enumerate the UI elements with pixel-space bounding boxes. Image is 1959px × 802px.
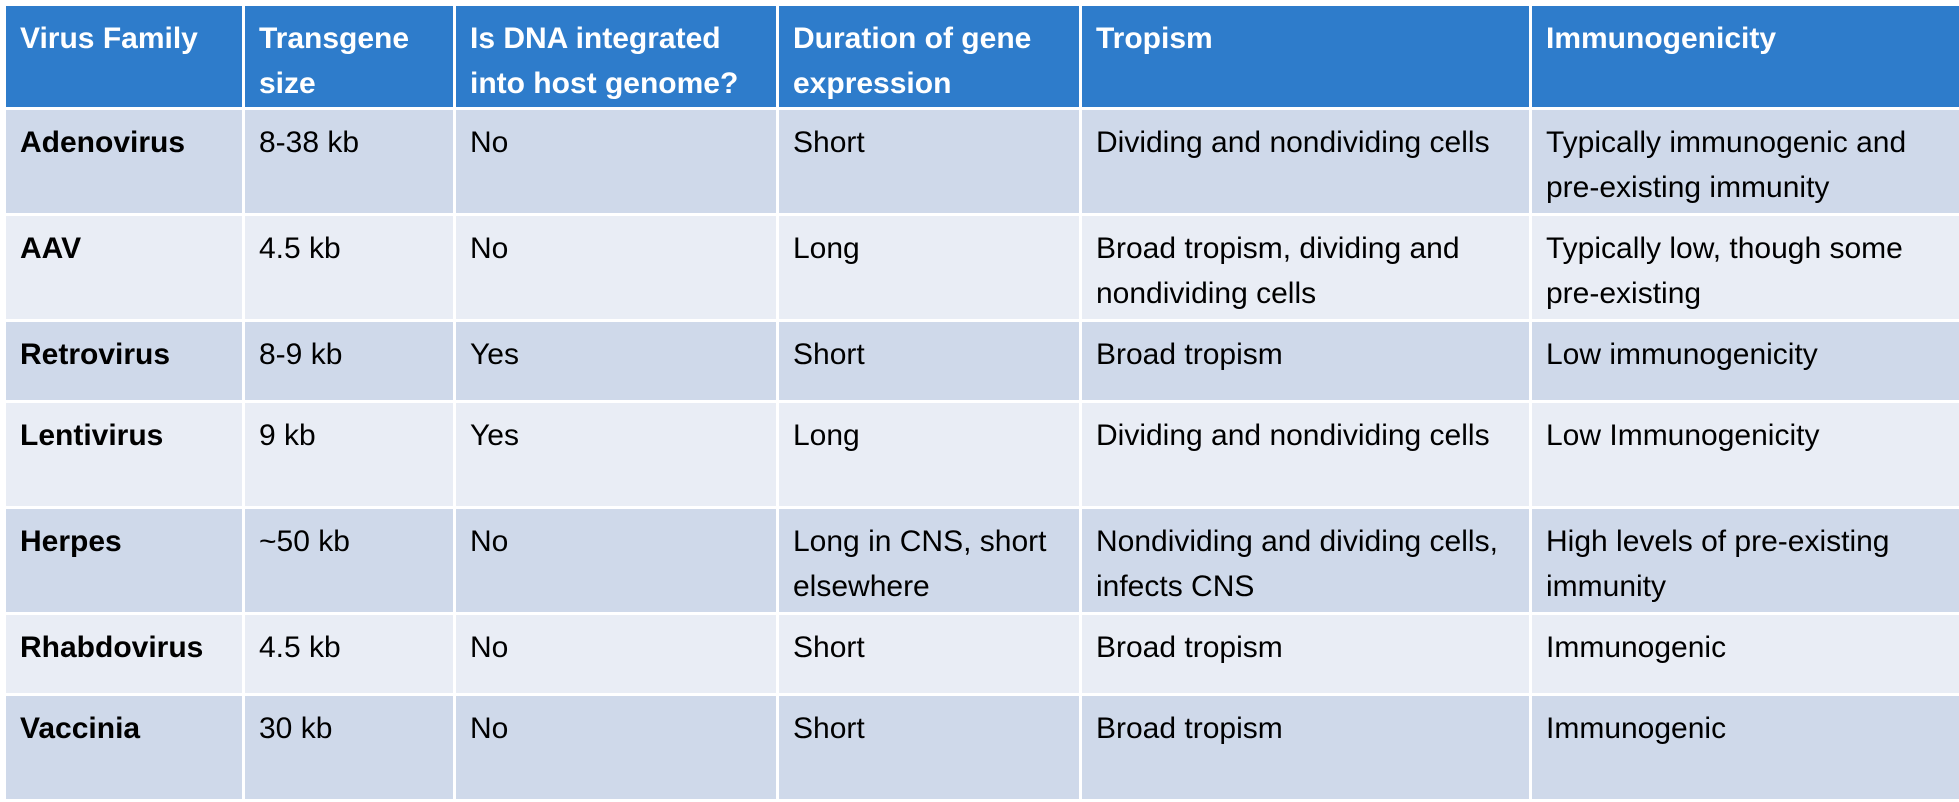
row-header-cell: AAV <box>6 216 242 319</box>
row-header-cell: Herpes <box>6 509 242 612</box>
table-cell: Dividing and nondividing cells <box>1082 403 1529 506</box>
row-header-cell: Retrovirus <box>6 322 242 400</box>
table-cell: Immunogenic <box>1532 615 1959 693</box>
table-cell: 30 kb <box>245 696 453 799</box>
row-header-cell: Adenovirus <box>6 110 242 213</box>
table-row: Adenovirus 8-38 kb No Short Dividing and non… <box>6 110 1959 213</box>
table-row: Herpes ~50 kb No Long in CNS, short elsewhe… <box>6 509 1959 612</box>
header-cell: Transgene size <box>245 6 453 107</box>
table-cell: Typically low, though some pre-existing <box>1532 216 1959 319</box>
table-body: Adenovirus 8-38 kb No Short Dividing and non… <box>6 110 1959 799</box>
table-cell: 4.5 kb <box>245 615 453 693</box>
header-cell: Immunogenicity <box>1532 6 1959 107</box>
table-row: Lentivirus 9 kb Yes Long Dividing and nondiv… <box>6 403 1959 506</box>
table-cell: Short <box>779 110 1079 213</box>
table-cell: Long <box>779 403 1079 506</box>
table-cell: 9 kb <box>245 403 453 506</box>
table-cell: Long <box>779 216 1079 319</box>
table-cell: Low Immunogenicity <box>1532 403 1959 506</box>
table-row: Vaccinia 30 kb No Short Broad tropism Immunog… <box>6 696 1959 799</box>
table-cell: Typically immunogenic and pre-existing i… <box>1532 110 1959 213</box>
row-header-cell: Lentivirus <box>6 403 242 506</box>
table-cell: No <box>456 110 776 213</box>
table-cell: 4.5 kb <box>245 216 453 319</box>
table-cell: Short <box>779 615 1079 693</box>
table-row: Retrovirus 8-9 kb Yes Short Broad tropism Low… <box>6 322 1959 400</box>
table-cell: No <box>456 216 776 319</box>
table-cell: Broad tropism <box>1082 322 1529 400</box>
table-cell: No <box>456 615 776 693</box>
table-cell: Immunogenic <box>1532 696 1959 799</box>
header-row: Virus Family Transgene size Is DNA integra… <box>6 6 1959 107</box>
table-cell: Low immunogenicity <box>1532 322 1959 400</box>
row-header-cell: Vaccinia <box>6 696 242 799</box>
header-cell: Tropism <box>1082 6 1529 107</box>
table-cell: No <box>456 509 776 612</box>
table-cell: Broad tropism <box>1082 696 1529 799</box>
table-cell: Yes <box>456 322 776 400</box>
table-row: AAV 4.5 kb No Long Broad tropism, dividing a… <box>6 216 1959 319</box>
virus-table: Virus Family Transgene size Is DNA integra… <box>3 3 1959 802</box>
table-cell: 8-38 kb <box>245 110 453 213</box>
table-row: Rhabdovirus 4.5 kb No Short Broad tropism Imm… <box>6 615 1959 693</box>
table-cell: ~50 kb <box>245 509 453 612</box>
table-cell: Broad tropism <box>1082 615 1529 693</box>
table-cell: No <box>456 696 776 799</box>
table-cell: 8-9 kb <box>245 322 453 400</box>
row-header-cell: Rhabdovirus <box>6 615 242 693</box>
table-cell: Nondividing and dividing cells, infects … <box>1082 509 1529 612</box>
header-cell: Duration of gene expression <box>779 6 1079 107</box>
table-cell: Short <box>779 322 1079 400</box>
table-cell: Yes <box>456 403 776 506</box>
table-cell: Long in CNS, short elsewhere <box>779 509 1079 612</box>
table-cell: Broad tropism, dividing and nondividing … <box>1082 216 1529 319</box>
table-cell: Short <box>779 696 1079 799</box>
header-cell: Virus Family <box>6 6 242 107</box>
table-cell: Dividing and nondividing cells <box>1082 110 1529 213</box>
table-cell: High levels of pre-existing immunity <box>1532 509 1959 612</box>
header-cell: Is DNA integrated into host genome? <box>456 6 776 107</box>
